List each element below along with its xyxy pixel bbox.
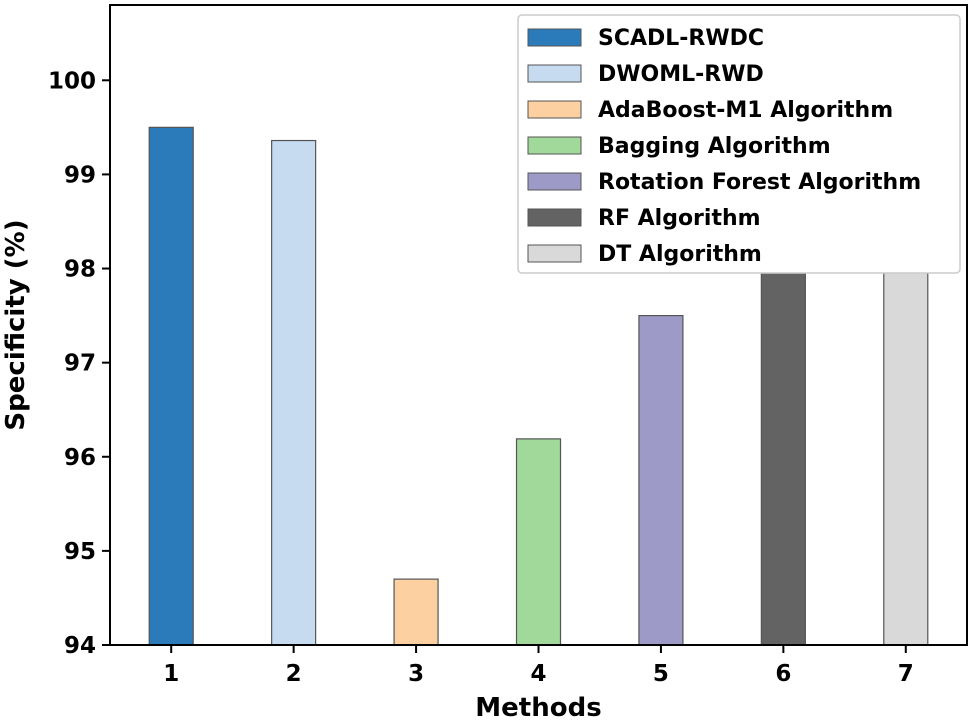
bar-5 bbox=[638, 314, 684, 646]
legend-swatch bbox=[527, 64, 582, 83]
x-tick-label: 2 bbox=[286, 661, 302, 687]
legend-swatch bbox=[527, 172, 582, 191]
x-tick-label: 5 bbox=[653, 661, 669, 687]
legend-entry-label: DT Algorithm bbox=[598, 242, 762, 267]
y-axis: 94 95 96 97 98 99 100 bbox=[48, 68, 110, 659]
legend-swatch bbox=[527, 28, 582, 47]
bar-2 bbox=[271, 139, 317, 646]
legend-box bbox=[517, 14, 961, 274]
bar-7 bbox=[883, 246, 929, 646]
x-tick-label: 7 bbox=[898, 661, 914, 687]
legend-swatch bbox=[527, 100, 582, 119]
y-tick-label: 96 bbox=[64, 445, 96, 471]
x-tick-label: 3 bbox=[408, 661, 424, 687]
legend-swatch bbox=[527, 244, 582, 263]
legend-entry-label: SCADL-RWDC bbox=[598, 26, 764, 51]
bar-1 bbox=[148, 126, 194, 646]
y-tick-label: 95 bbox=[64, 539, 96, 565]
y-tick-label: 99 bbox=[64, 162, 96, 188]
legend-entry-label: Bagging Algorithm bbox=[598, 134, 831, 159]
bar-3 bbox=[393, 578, 439, 646]
y-tick-label: 100 bbox=[48, 68, 96, 94]
legend-entry-label: RF Algorithm bbox=[598, 206, 761, 231]
x-tick-label: 6 bbox=[775, 661, 791, 687]
y-axis-title: Specificity (%) bbox=[1, 219, 31, 430]
legend-entry-label: Rotation Forest Algorithm bbox=[598, 170, 921, 195]
y-tick-label: 94 bbox=[64, 633, 96, 659]
legend-swatch bbox=[527, 208, 582, 227]
y-tick-label: 98 bbox=[64, 257, 96, 283]
bars-group bbox=[148, 126, 929, 646]
x-tick-label: 4 bbox=[530, 661, 546, 687]
x-axis-title: Methods bbox=[475, 693, 601, 721]
legend-entry-label: AdaBoost-M1 Algorithm bbox=[598, 98, 893, 123]
legend-swatch bbox=[527, 136, 582, 155]
x-axis: 1 2 3 4 5 6 7 bbox=[163, 645, 914, 687]
bar-6 bbox=[760, 212, 806, 646]
legend: SCADL-RWDC DWOML-RWD AdaBoost-M1 Algorithm… bbox=[517, 14, 961, 274]
x-tick-label: 1 bbox=[163, 661, 179, 687]
y-tick-label: 97 bbox=[64, 351, 96, 377]
bar-4 bbox=[515, 438, 562, 646]
legend-entry-label: DWOML-RWD bbox=[598, 62, 764, 87]
